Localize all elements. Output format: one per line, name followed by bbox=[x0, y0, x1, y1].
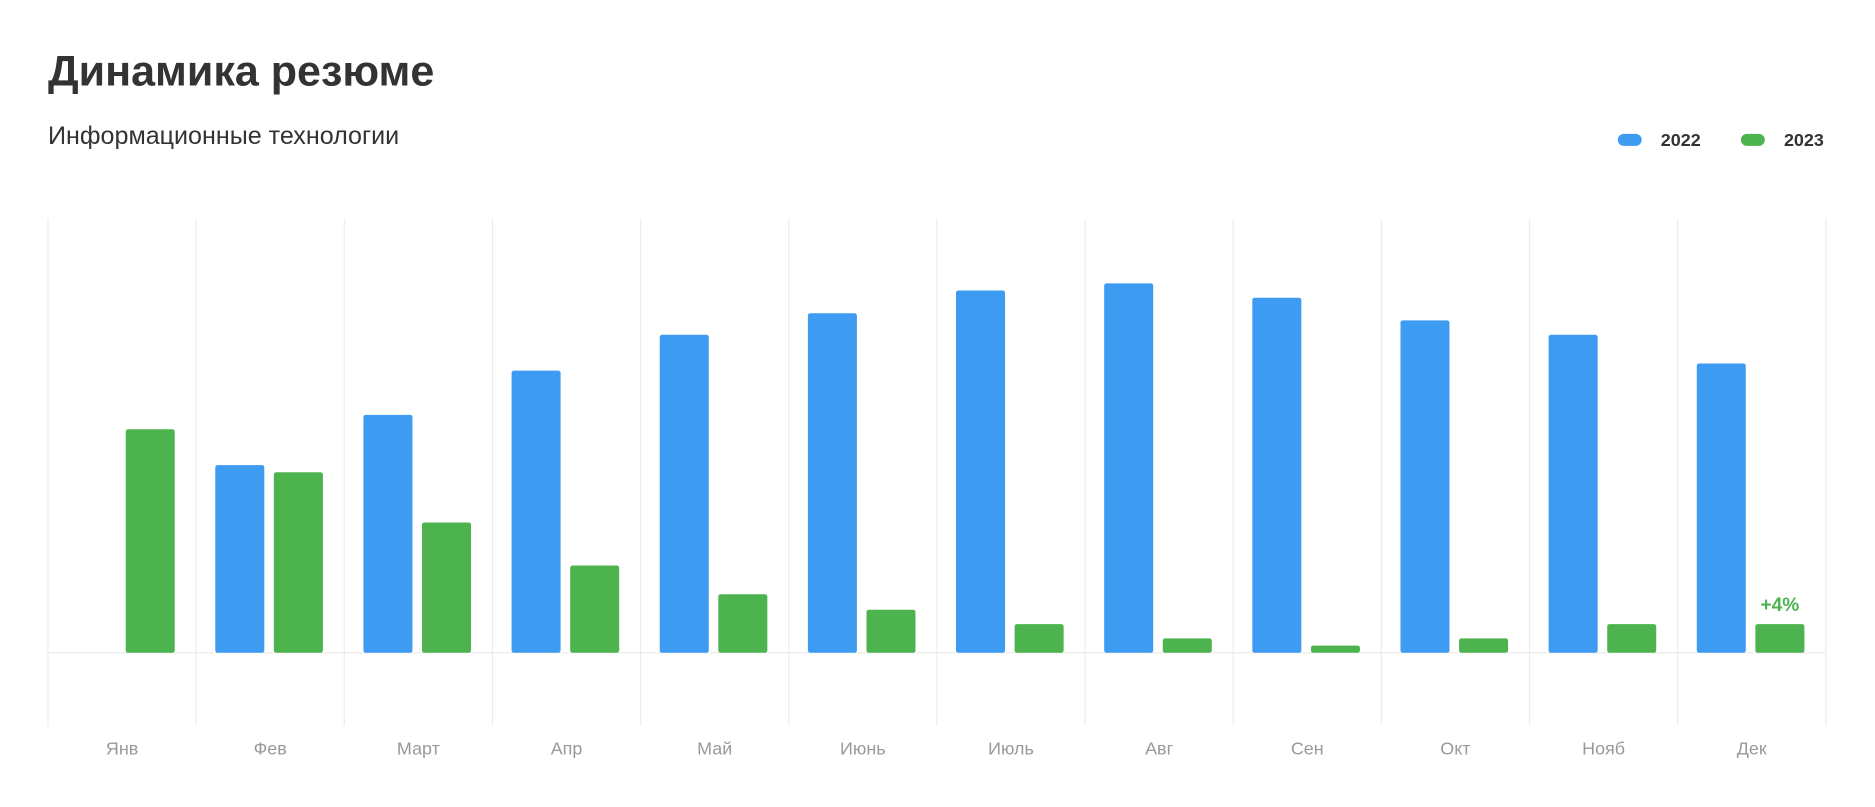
x-tick-label: Янв bbox=[106, 738, 138, 758]
legend-label: 2023 bbox=[1784, 130, 1824, 150]
bar bbox=[718, 594, 768, 653]
bar bbox=[1755, 624, 1805, 653]
bar bbox=[1607, 624, 1657, 653]
legend-label: 2022 bbox=[1661, 130, 1701, 150]
x-tick-label: Авг bbox=[1145, 738, 1173, 758]
legend-swatch bbox=[1740, 133, 1765, 146]
annotation: +4% bbox=[1760, 595, 1799, 616]
legend-swatch bbox=[1617, 133, 1642, 146]
bar bbox=[215, 465, 265, 653]
chart-subtitle: Информационные технологии bbox=[48, 122, 399, 150]
bar bbox=[422, 522, 472, 653]
bar bbox=[807, 313, 857, 653]
bar bbox=[570, 565, 620, 653]
x-tick-label: Апр bbox=[551, 738, 583, 758]
bar bbox=[1548, 334, 1598, 653]
bar bbox=[273, 472, 323, 653]
x-tick-label: Окт bbox=[1440, 738, 1470, 758]
bar bbox=[1459, 638, 1509, 653]
bar bbox=[125, 429, 175, 653]
bar bbox=[659, 334, 709, 653]
bar bbox=[1014, 624, 1064, 653]
bar bbox=[956, 290, 1006, 653]
x-tick-label: Фев bbox=[254, 738, 287, 758]
x-tick-label: Июль bbox=[988, 738, 1034, 758]
bar bbox=[1104, 283, 1154, 653]
bar bbox=[511, 370, 561, 653]
x-tick-label: Нояб bbox=[1582, 738, 1625, 758]
bar bbox=[866, 609, 916, 653]
bar bbox=[1252, 297, 1302, 653]
x-tick-label: Дек bbox=[1737, 738, 1767, 758]
x-tick-label: Март bbox=[397, 738, 440, 758]
bar bbox=[1696, 363, 1746, 653]
bar bbox=[363, 414, 413, 653]
bar bbox=[1162, 638, 1212, 653]
x-tick-label: Сен bbox=[1291, 738, 1324, 758]
bar bbox=[1310, 645, 1360, 653]
bar bbox=[1400, 320, 1450, 653]
x-tick-label: Май bbox=[697, 738, 732, 758]
chart-title: Динамика резюме bbox=[48, 47, 434, 95]
x-tick-label: Июнь bbox=[840, 738, 886, 758]
